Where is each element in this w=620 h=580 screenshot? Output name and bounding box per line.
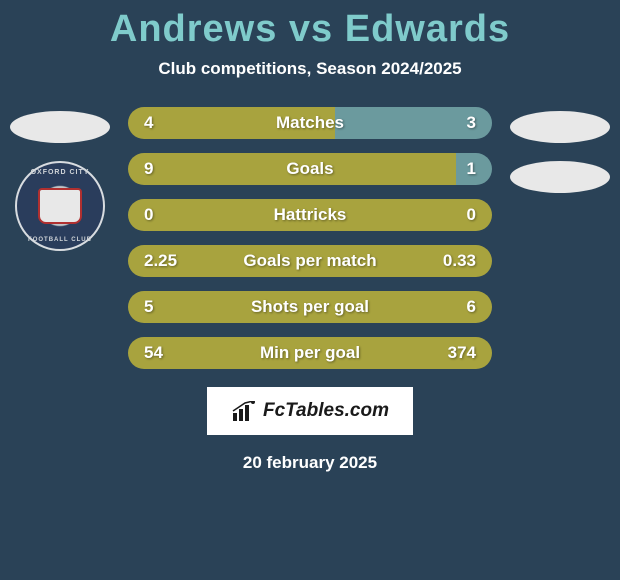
right-player-column	[510, 107, 610, 193]
stat-left-value: 5	[144, 297, 153, 317]
stat-right-value: 0.33	[443, 251, 476, 271]
bar-overlay: 5 Shots per goal 6	[128, 291, 492, 323]
left-club-badge: OXFORD CITY FOOTBALL CLUB	[15, 161, 105, 251]
stat-right-value: 1	[467, 159, 476, 179]
chart-icon	[231, 401, 257, 421]
page-title: Andrews vs Edwards	[0, 8, 620, 51]
stat-right-value: 3	[467, 113, 476, 133]
stat-right-value: 6	[467, 297, 476, 317]
bar-overlay: 9 Goals 1	[128, 153, 492, 185]
stat-label: Matches	[276, 113, 344, 133]
badge-text-bottom: FOOTBALL CLUB	[17, 237, 103, 243]
stat-bar: 5 Shots per goal 6	[128, 291, 492, 323]
brand-text: FcTables.com	[263, 400, 389, 422]
subtitle: Club competitions, Season 2024/2025	[0, 59, 620, 79]
stat-right-value: 0	[467, 205, 476, 225]
right-player-photo-placeholder	[510, 111, 610, 143]
stat-left-value: 4	[144, 113, 153, 133]
main-content: OXFORD CITY FOOTBALL CLUB 4 Matches 3 9 Goal…	[0, 107, 620, 369]
badge-shield-icon	[38, 188, 82, 224]
stat-label: Shots per goal	[251, 297, 369, 317]
bar-overlay: 0 Hattricks 0	[128, 199, 492, 231]
stat-bar: 4 Matches 3	[128, 107, 492, 139]
stats-bars: 4 Matches 3 9 Goals 1 0 Hattricks 0 2.25 Goals per…	[128, 107, 492, 369]
brand-logo: FcTables.com	[207, 387, 413, 435]
right-club-badge-placeholder	[510, 161, 610, 193]
bar-overlay: 54 Min per goal 374	[128, 337, 492, 369]
stat-label: Goals	[286, 159, 333, 179]
stat-label: Goals per match	[243, 251, 376, 271]
stat-bar: 54 Min per goal 374	[128, 337, 492, 369]
stat-bar: 2.25 Goals per match 0.33	[128, 245, 492, 277]
stat-bar: 9 Goals 1	[128, 153, 492, 185]
stat-label: Hattricks	[274, 205, 347, 225]
left-player-column: OXFORD CITY FOOTBALL CLUB	[10, 107, 110, 251]
bar-overlay: 2.25 Goals per match 0.33	[128, 245, 492, 277]
stat-bar: 0 Hattricks 0	[128, 199, 492, 231]
stat-left-value: 54	[144, 343, 163, 363]
left-player-photo-placeholder	[10, 111, 110, 143]
date-text: 20 february 2025	[0, 453, 620, 473]
comparison-infographic: Andrews vs Edwards Club competitions, Se…	[0, 0, 620, 473]
stat-label: Min per goal	[260, 343, 360, 363]
stat-left-value: 2.25	[144, 251, 177, 271]
bar-overlay: 4 Matches 3	[128, 107, 492, 139]
stat-right-value: 374	[448, 343, 476, 363]
badge-text-top: OXFORD CITY	[17, 169, 103, 176]
stat-left-value: 9	[144, 159, 153, 179]
stat-left-value: 0	[144, 205, 153, 225]
